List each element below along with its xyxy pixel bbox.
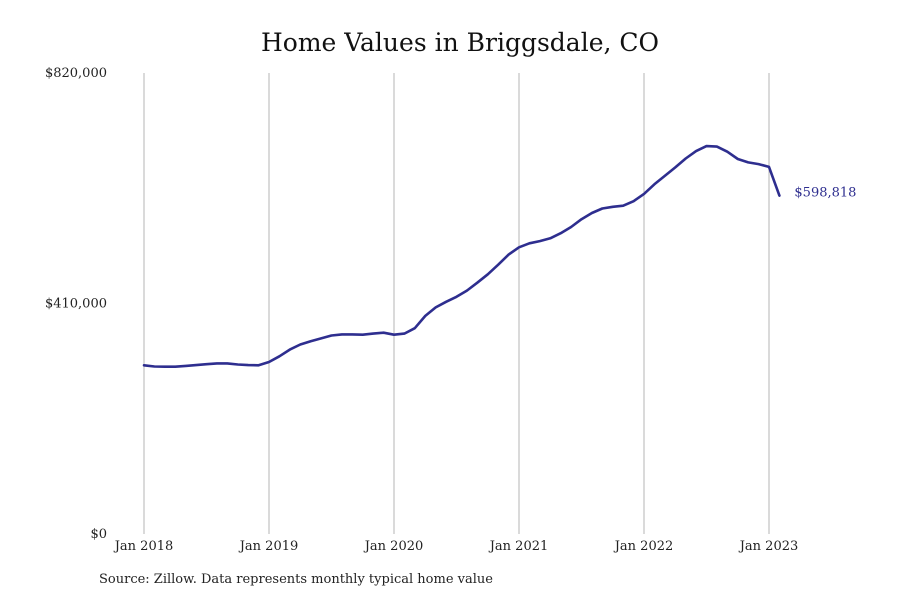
x-tick-label: Jan 2023 — [738, 539, 799, 554]
chart-title: Home Values in Briggsdale, CO — [261, 28, 659, 57]
y-tick-label: $820,000 — [45, 66, 107, 81]
x-tick-label: Jan 2022 — [613, 539, 674, 554]
grid-layer — [143, 73, 770, 534]
x-tick-label: Jan 2020 — [363, 539, 424, 554]
latest-value-label: $598,818 — [794, 186, 856, 201]
y-tick-label: $0 — [90, 527, 107, 542]
x-tick-label: Jan 2019 — [238, 539, 299, 554]
x-tick-label: Jan 2018 — [113, 539, 174, 554]
x-axis-ticks: Jan 2018 Jan 2019 Jan 2020 Jan 2021 Jan 2022… — [113, 539, 799, 554]
source-note: Source: Zillow. Data represents monthly … — [99, 572, 493, 587]
y-axis-ticks: $0 $410,000 $820,000 — [45, 66, 107, 542]
x-tick-label: Jan 2021 — [488, 539, 549, 554]
home-value-line — [142, 144, 781, 368]
y-tick-label: $410,000 — [45, 297, 107, 312]
